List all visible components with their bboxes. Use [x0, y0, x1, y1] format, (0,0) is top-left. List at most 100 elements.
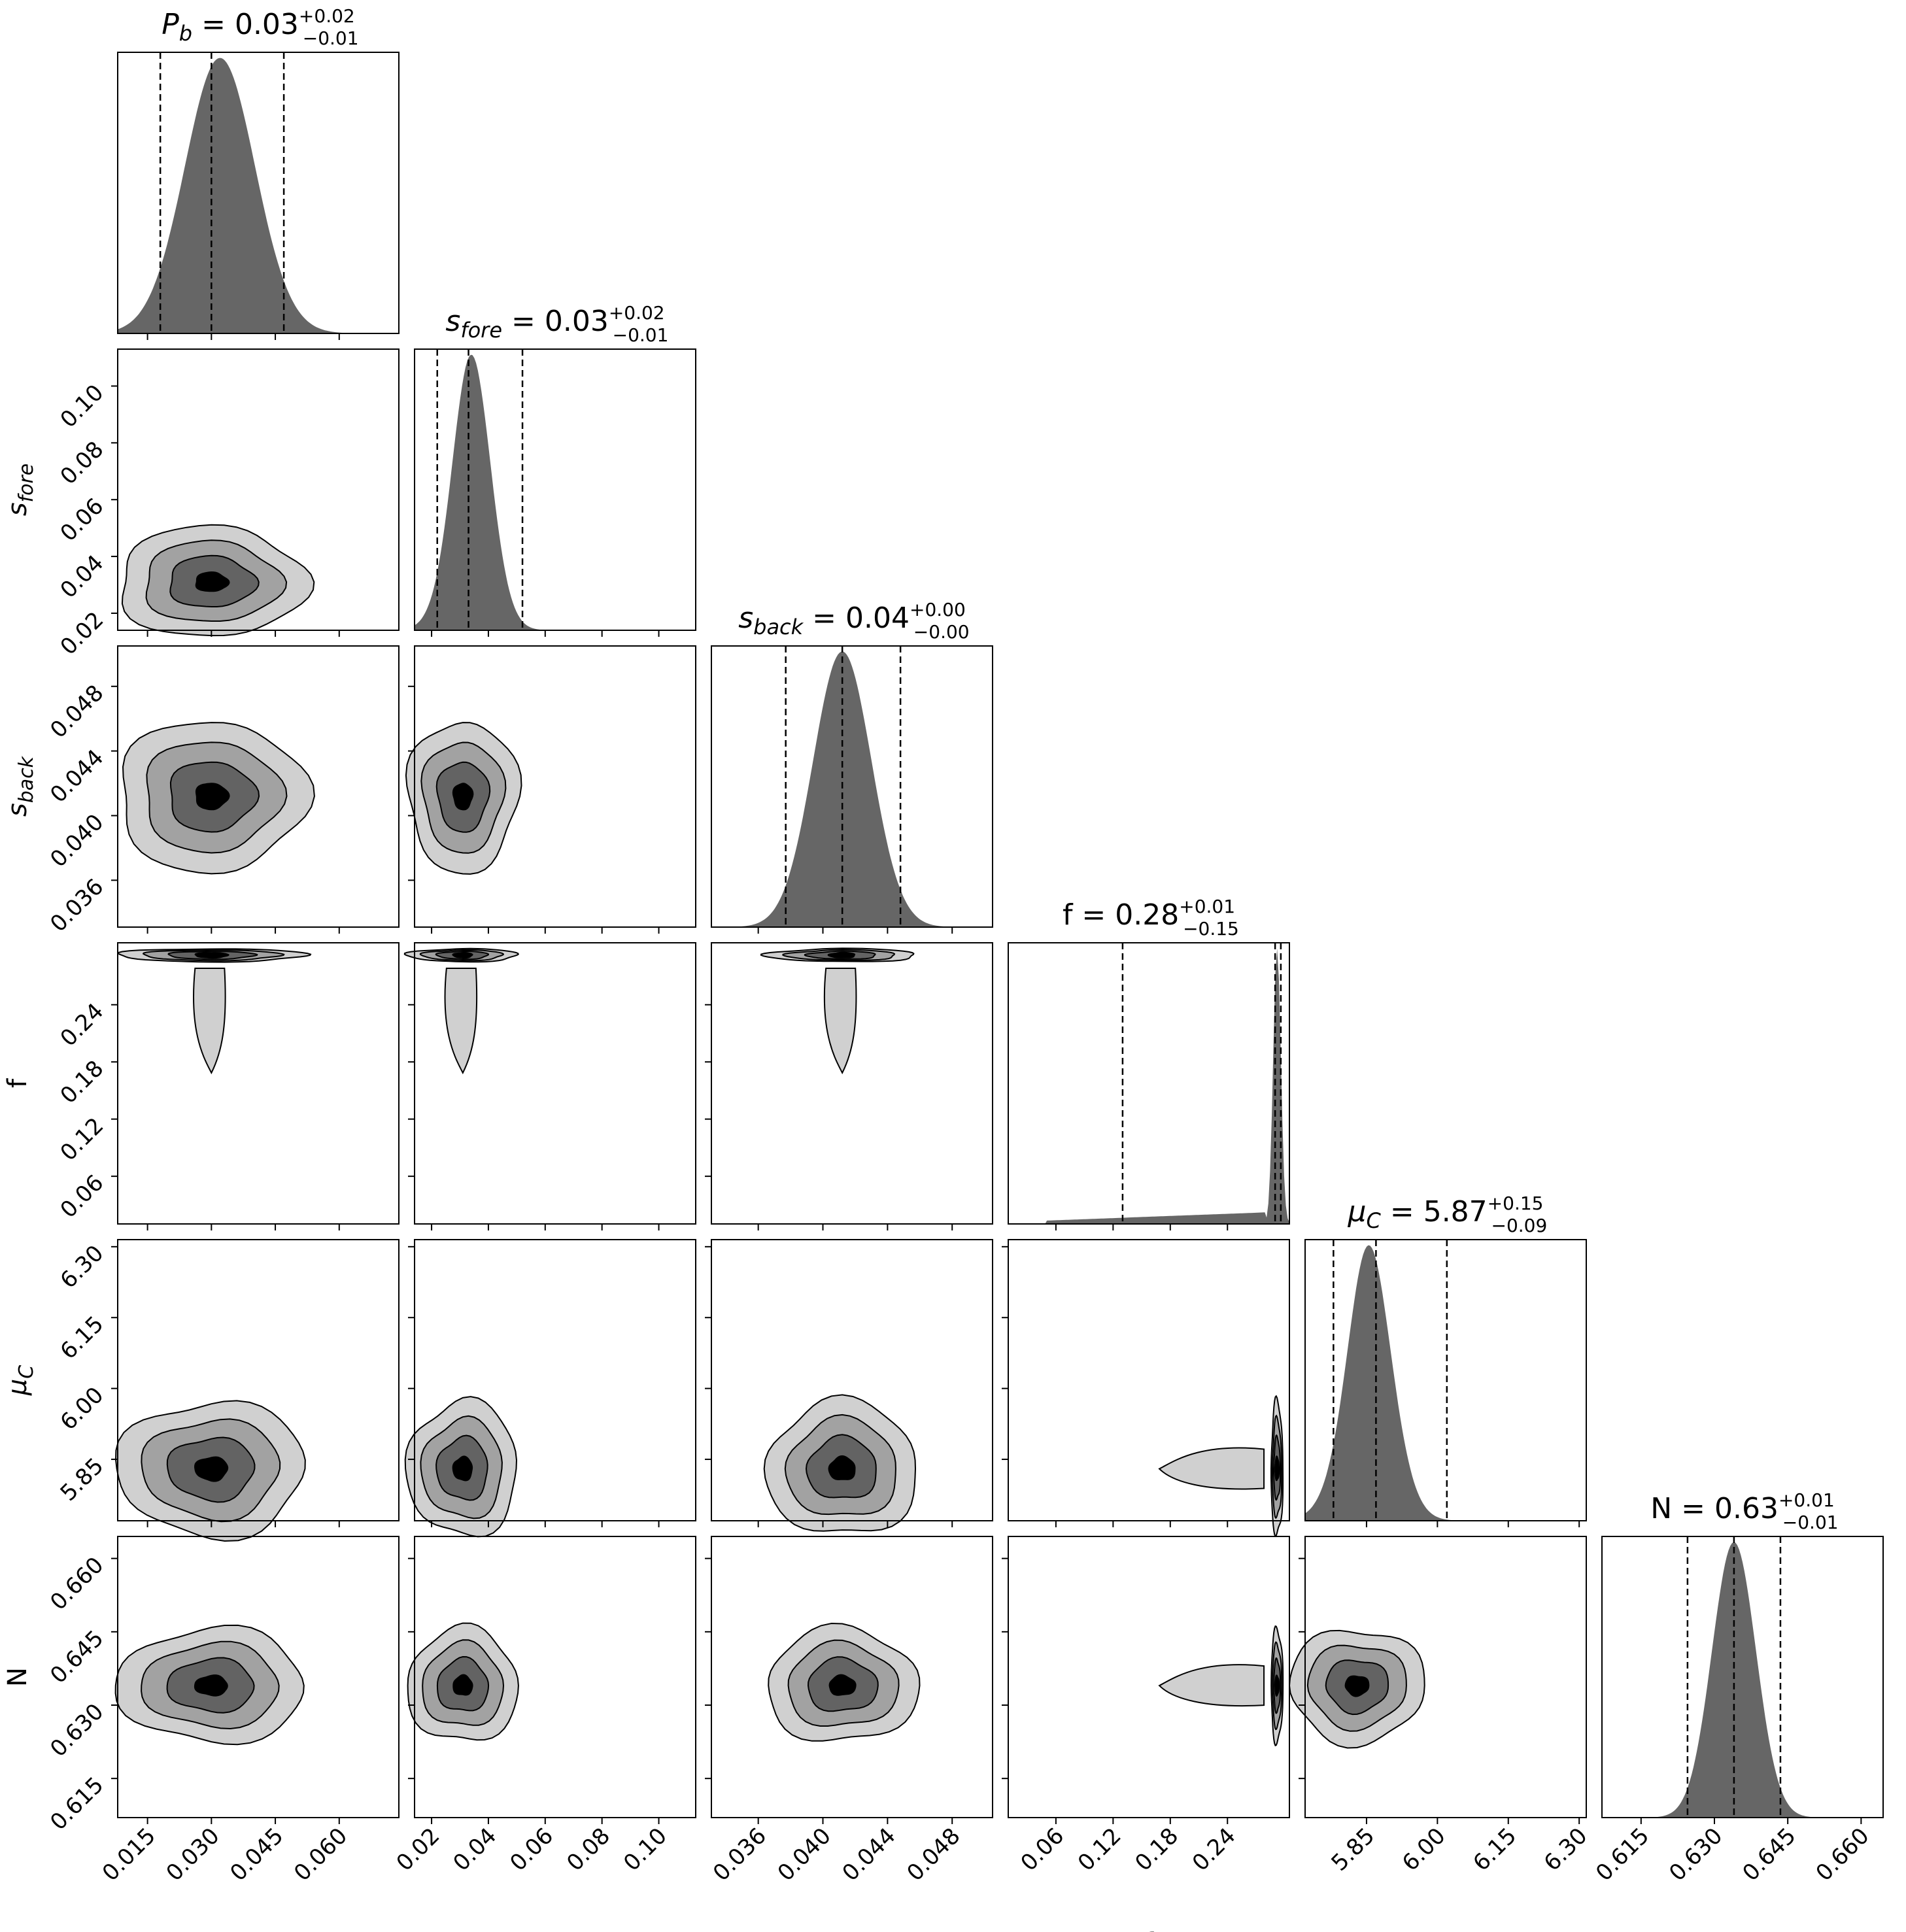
panel-muC-vs-f	[1002, 1239, 1290, 1538]
title-Pb: Pb = 0.03+0.02	[162, 5, 354, 46]
title-minus-N: −0.01	[1782, 1512, 1839, 1533]
y-tick-label: 0.036	[45, 873, 109, 937]
panel-frame	[117, 1536, 400, 1818]
x-tick-label: 5.85	[1326, 1823, 1380, 1876]
contour-muC-f-3	[1274, 1455, 1280, 1482]
contour-sback-sfore-3	[452, 783, 474, 811]
y-tick-label: 0.044	[45, 745, 109, 808]
x-tick-label: 6.15	[1468, 1823, 1522, 1876]
y-tick-label: 6.15	[56, 1311, 109, 1364]
contour-N-sfore-3	[452, 1674, 473, 1696]
x-tick-label: 0.060	[289, 1823, 352, 1886]
title-sback: sback = 0.04+0.00	[738, 599, 966, 639]
contour-sfore-Pb-3	[195, 571, 230, 592]
panel-sfore-vs-sfore: sfore = 0.03+0.02−0.01	[414, 302, 696, 637]
panel-f-vs-sfore	[403, 942, 696, 1230]
panel-N-vs-N: N = 0.63+0.01−0.01	[1601, 1489, 1884, 1824]
y-axis-muC: 5.85 6.00 6.15 6.30 μC	[3, 1240, 109, 1506]
x-axis-label-muC: μC	[1430, 1928, 1461, 1932]
panel-N-vs-f	[1002, 1536, 1290, 1824]
x-tick-label: 0.040	[773, 1823, 836, 1886]
y-tick-label: 0.04	[56, 550, 109, 603]
contour-N-muC-3	[1344, 1675, 1370, 1697]
x-tick-label: 0.24	[1187, 1823, 1241, 1876]
panel-frame	[414, 1536, 696, 1818]
histogram-muC	[1305, 1245, 1586, 1521]
contour-tail-Pb	[193, 967, 226, 1075]
y-axis-label-f: f	[3, 1078, 33, 1088]
y-tick-label: 0.06	[56, 1170, 109, 1223]
panel-frame	[711, 645, 993, 928]
panel-frame	[1601, 1536, 1884, 1818]
x-tick-label: 0.036	[708, 1823, 772, 1886]
x-tick-label: 0.044	[838, 1823, 901, 1886]
panel-frame	[711, 942, 993, 1225]
contour-muC-sfore-3	[452, 1455, 473, 1482]
contour-tail-sfore	[444, 967, 478, 1075]
y-tick-label: 6.30	[56, 1240, 109, 1294]
panel-sback-vs-Pb	[111, 645, 400, 934]
title-f: f = 0.28+0.01	[1063, 896, 1235, 932]
histogram-N	[1602, 1542, 1883, 1818]
y-axis-N: 0.615 0.630 0.645 0.660 N	[3, 1552, 109, 1836]
panel-frame	[711, 1536, 993, 1818]
panel-f-vs-f: f = 0.28+0.01−0.15	[1008, 896, 1290, 1230]
panel-frame	[711, 1239, 993, 1521]
y-axis-label-sfore: sfore	[3, 464, 38, 517]
contour-sback-Pb-3	[195, 783, 230, 811]
histogram-Pb	[118, 58, 399, 333]
panel-sfore-vs-Pb	[111, 348, 400, 637]
panel-frame	[1008, 1239, 1290, 1521]
x-axis-muC: 5.85 6.00 6.15 6.30 μC	[1326, 1823, 1592, 1932]
contour-f-Pb-3	[194, 952, 230, 959]
y-tick-label: 0.12	[56, 1113, 109, 1166]
x-tick-label: 0.06	[505, 1823, 558, 1876]
x-tick-label: 0.615	[1591, 1823, 1654, 1886]
title-sfore: sfore = 0.03+0.02	[445, 302, 664, 343]
y-tick-label: 0.24	[56, 998, 109, 1052]
y-axis-label-N: N	[3, 1667, 33, 1687]
x-tick-label: 0.08	[562, 1823, 615, 1876]
panel-f-vs-Pb	[111, 942, 400, 1230]
panel-frame	[117, 645, 400, 928]
x-tick-label: 0.015	[97, 1823, 161, 1886]
x-axis-label-f: f	[1144, 1928, 1154, 1932]
panel-frame	[414, 348, 696, 631]
x-tick-label: 6.30	[1539, 1823, 1593, 1876]
panel-N-vs-sfore	[407, 1536, 696, 1824]
panel-frame	[117, 1239, 400, 1521]
y-tick-label: 0.615	[45, 1772, 109, 1835]
x-tick-label: 0.045	[225, 1823, 288, 1886]
y-axis-f: 0.060.120.180.24 f	[3, 998, 109, 1223]
title-minus-sfore: −0.01	[613, 324, 669, 346]
y-tick-label: 0.630	[45, 1699, 109, 1762]
panel-muC-vs-muC: μC = 5.87+0.15−0.09	[1304, 1193, 1587, 1527]
x-tick-label: 6.00	[1397, 1823, 1451, 1876]
panel-frame	[1304, 1536, 1587, 1818]
y-axis-label-sback: sback	[3, 755, 38, 817]
contour-N-Pb-3	[194, 1674, 228, 1697]
y-axis-label-muC: μC	[3, 1365, 38, 1396]
y-tick-label: 0.08	[56, 436, 109, 490]
panel-muC-vs-sfore	[404, 1239, 696, 1538]
contour-muC-Pb-3	[194, 1456, 229, 1482]
y-tick-label: 0.660	[45, 1552, 109, 1616]
panel-frame	[117, 942, 400, 1225]
histogram-sfore	[415, 354, 696, 630]
x-axis-label-Pb: Pb	[244, 1928, 272, 1932]
panel-frame	[414, 942, 696, 1225]
x-tick-label: 0.048	[902, 1823, 965, 1886]
contour-f-sfore-3	[452, 951, 473, 959]
contour-muC-sback-3	[828, 1455, 856, 1481]
y-tick-label: 0.06	[56, 493, 109, 547]
histogram-f	[1008, 948, 1289, 1224]
y-tick-label: 5.85	[56, 1453, 109, 1506]
panel-frame	[414, 1239, 696, 1521]
contour-N-sback-3	[828, 1674, 857, 1696]
title-N: N = 0.63+0.01	[1650, 1489, 1835, 1525]
